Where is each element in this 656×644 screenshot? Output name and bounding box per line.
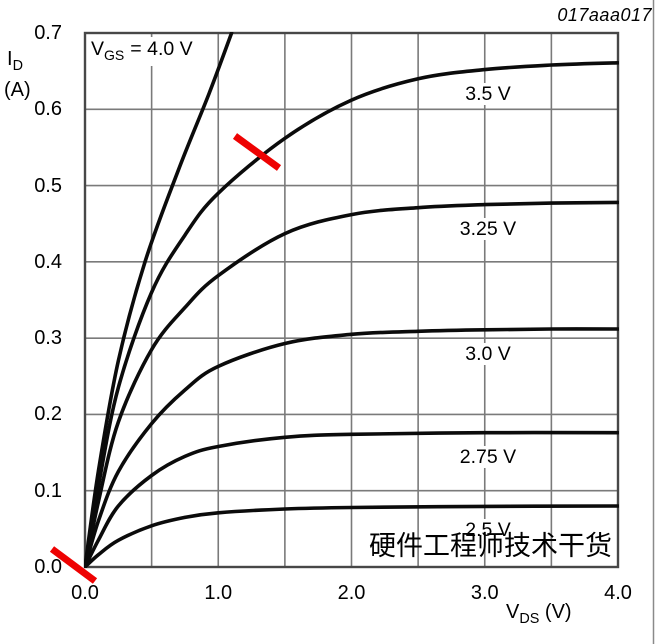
y-tick-label-0.5: 0.5	[34, 174, 62, 197]
curve-label-text: 3.25 V	[454, 217, 522, 240]
x-axis-symbol: VDS	[506, 601, 540, 627]
x-axis-unit: (V)	[544, 601, 572, 623]
curve-3.25v	[84, 200, 619, 568]
x-tick-label-4.0: 4.0	[604, 582, 632, 604]
red-annotation-mark-2	[49, 546, 98, 584]
curve-label-text: 2.5 V	[460, 519, 516, 542]
y-tick-label-0.1: 0.1	[34, 479, 62, 502]
curve-label-text: 3.0 V	[460, 342, 516, 365]
watermark-text: 硬件工程师技术干货	[369, 531, 612, 562]
curve-label-3.5V: 3.5 V	[438, 82, 538, 106]
x-tick-label-2.0: 2.0	[337, 582, 366, 604]
red-annotation-mark-1	[232, 133, 282, 171]
y-tick-label-0.2: 0.2	[34, 403, 62, 426]
x-tick-label-1.0: 1.0	[204, 582, 233, 604]
x-tick-label-0.0: 0.0	[71, 582, 99, 604]
x-axis-title: VDS (V)	[506, 601, 572, 627]
curve-label-text: 2.75 V	[454, 445, 522, 468]
curve-2.5v	[84, 504, 619, 568]
curve-label-2.75V: 2.75 V	[438, 445, 538, 469]
figure-code: 017aaa017	[557, 5, 652, 25]
curve-label-text: 3.5 V	[460, 82, 516, 105]
curve-4.0v	[84, 32, 234, 568]
y-axis-unit: (A)	[4, 79, 31, 102]
y-axis-title: ID (A)	[4, 45, 31, 105]
vgs-symbol: VGS	[91, 38, 125, 63]
curve-label-3.25V: 3.25 V	[438, 217, 538, 241]
plot-border	[83, 31, 620, 569]
y-tick-label-0.0: 0.0	[34, 556, 62, 578]
curve-label-2.5V: 2.5 V	[438, 519, 538, 542]
y-tick-label-0.4: 0.4	[34, 250, 62, 273]
curve-3.0v	[84, 327, 619, 568]
y-tick-label-0.3: 0.3	[34, 327, 62, 350]
x-tick-label-3.0: 3.0	[470, 582, 499, 604]
y-tick-label-0.7: 0.7	[34, 22, 62, 44]
y-tick-label-0.6: 0.6	[34, 98, 62, 121]
curve-3.5v	[84, 61, 619, 568]
curve-label-3.0V: 3.0 V	[438, 342, 538, 366]
y-axis-symbol: ID	[7, 48, 23, 74]
vgs-curve-label-4v: VGS = 4.0 V	[87, 37, 202, 66]
curve-2.75v	[84, 430, 619, 568]
